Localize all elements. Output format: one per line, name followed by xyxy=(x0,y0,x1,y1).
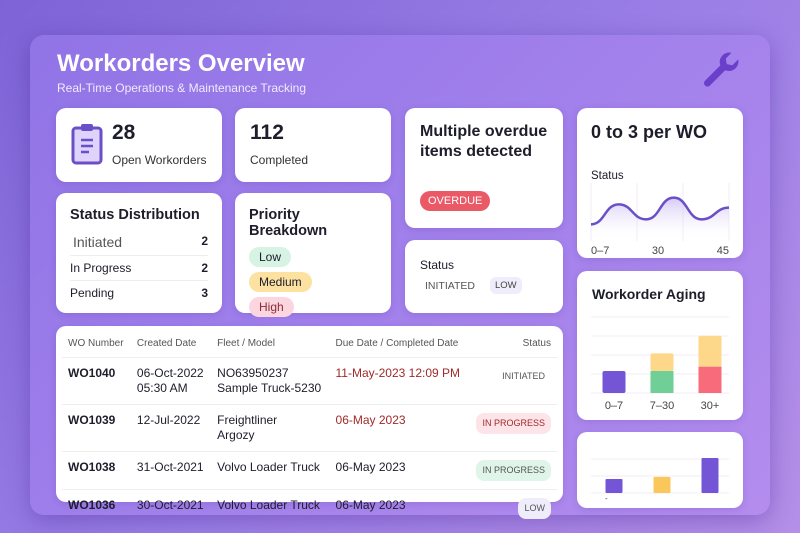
wo-number[interactable]: WO1040 xyxy=(62,357,131,405)
alert-text: Multiple overdue items detected xyxy=(420,123,548,160)
fleet-model: Volvo Loader Truck xyxy=(217,498,320,512)
x-tick-label: 0–7 xyxy=(591,245,609,257)
wo-number[interactable]: WO1039 xyxy=(62,404,131,452)
status-row: In Progress 2 xyxy=(70,256,208,281)
bar-chart: - xyxy=(591,458,729,503)
priority-high[interactable]: High xyxy=(249,297,294,317)
table-row[interactable]: WO1036 30-Oct-2021 Volvo Loader Truck 06… xyxy=(62,490,557,528)
bar-card: - xyxy=(577,432,743,508)
aging-bar-segment xyxy=(602,371,626,393)
x-tick-label: 30 xyxy=(652,245,664,257)
aging-bar-segment xyxy=(650,353,674,371)
x-tick-label: 7–30 xyxy=(650,400,674,412)
bar xyxy=(605,479,623,493)
status-badge: IN PROGRESS xyxy=(476,460,551,481)
priority-title: Priority Breakdown xyxy=(249,207,328,239)
wo-number[interactable]: WO1036 xyxy=(68,498,116,512)
wo-number[interactable]: WO1038 xyxy=(62,451,131,490)
fleet-model: Volvo Loader Truck xyxy=(211,451,330,490)
col-due[interactable]: Due Date / Completed Date xyxy=(329,326,469,358)
due-date: 06-May 2023 xyxy=(335,498,406,512)
due-date: 06-May 2023 xyxy=(329,451,469,490)
fleet-model: NO63950237 Sample Truck-5230 xyxy=(211,357,330,405)
table-row[interactable]: WO1039 12-Jul-2022 Freightliner Argozy 06… xyxy=(62,404,557,452)
col-created[interactable]: Created Date xyxy=(130,326,212,358)
open-label: Open Workorders xyxy=(112,153,207,167)
priority-medium[interactable]: Medium xyxy=(249,272,312,292)
open-workorders-card[interactable]: 28 Open Workorders xyxy=(56,108,222,182)
priority-low[interactable]: Low xyxy=(249,247,292,267)
due-date: 11-May-2023 12:09 PM xyxy=(329,357,469,405)
x-tick-label: 45 xyxy=(717,245,729,257)
status-badge: LOW xyxy=(518,498,551,519)
per-wo-card: 0 to 3 per WO Status 0–7 30 45 xyxy=(577,108,743,258)
col-status[interactable]: Status xyxy=(468,326,557,358)
status-initiated: INITIATED xyxy=(425,280,475,292)
page-subtitle: Real-Time Operations & Maintenance Track… xyxy=(57,81,306,95)
wrench-icon[interactable] xyxy=(700,50,742,92)
line-series xyxy=(590,196,730,226)
status-label: Status xyxy=(420,258,455,272)
status-row: Pending 3 xyxy=(70,286,208,300)
status-distribution-card: Status Distribution Initiated 2 In Progre… xyxy=(56,193,222,313)
status-low-badge: LOW xyxy=(490,277,522,294)
table-row[interactable]: WO1040 06-Oct-2022 05:30 AM NO63950237 Sam… xyxy=(62,357,557,405)
completed-card[interactable]: 112 Completed xyxy=(235,108,391,182)
per-wo-title: 0 to 3 per WO xyxy=(591,122,708,142)
line-chart-label: Status xyxy=(591,170,624,182)
due-date: 06-May 2023 xyxy=(329,404,469,452)
completed-count: 112 xyxy=(250,121,284,144)
aging-chart: 0–7 7–30 30+ xyxy=(591,316,729,412)
clipboard-icon xyxy=(71,124,103,165)
x-tick-label: - xyxy=(605,494,608,503)
aging-title: Workorder Aging xyxy=(592,286,706,302)
created-date: 06-Oct-2022 05:30 AM xyxy=(130,357,212,405)
overdue-badge[interactable]: OVERDUE xyxy=(420,191,491,211)
aging-bar-segment xyxy=(698,366,722,393)
line-area xyxy=(591,197,729,241)
aging-bar-segment xyxy=(698,335,722,367)
page-title: Workorders Overview xyxy=(57,50,305,77)
status-distribution-title: Status Distribution xyxy=(70,207,200,223)
aging-card: Workorder Aging 0–7 7–30 30+ xyxy=(577,271,743,420)
x-tick-label: 30+ xyxy=(701,400,720,412)
created-date: 12-Jul-2022 xyxy=(130,404,212,452)
status-card: Status INITIATED LOW xyxy=(405,240,563,313)
completed-label: Completed xyxy=(250,153,309,167)
status-badge: INITIATED xyxy=(496,366,551,387)
workorders-table: WO Number Created Date Fleet / Model Due… xyxy=(56,326,563,519)
fleet-model: Freightliner Argozy xyxy=(211,404,330,452)
overdue-alert-card: Multiple overdue items detected OVERDUE xyxy=(405,108,563,228)
created-date: 30-Oct-2021 xyxy=(136,498,204,512)
bar xyxy=(653,476,671,493)
created-date: 31-Oct-2021 xyxy=(130,451,212,490)
col-wo[interactable]: WO Number xyxy=(62,326,131,358)
status-badge: IN PROGRESS xyxy=(476,413,551,434)
col-fleet[interactable]: Fleet / Model xyxy=(211,326,330,358)
x-tick-label: 0–7 xyxy=(605,400,623,412)
priority-card: Priority Breakdown Low Medium High xyxy=(235,193,391,317)
open-count: 28 xyxy=(112,121,136,144)
bar xyxy=(701,458,719,493)
status-row: Initiated 2 xyxy=(70,229,208,256)
aging-bar-segment xyxy=(650,371,674,393)
status-line-chart: 0–7 30 45 xyxy=(590,183,730,257)
table-row[interactable]: WO1038 31-Oct-2021 Volvo Loader Truck 06… xyxy=(62,451,557,490)
